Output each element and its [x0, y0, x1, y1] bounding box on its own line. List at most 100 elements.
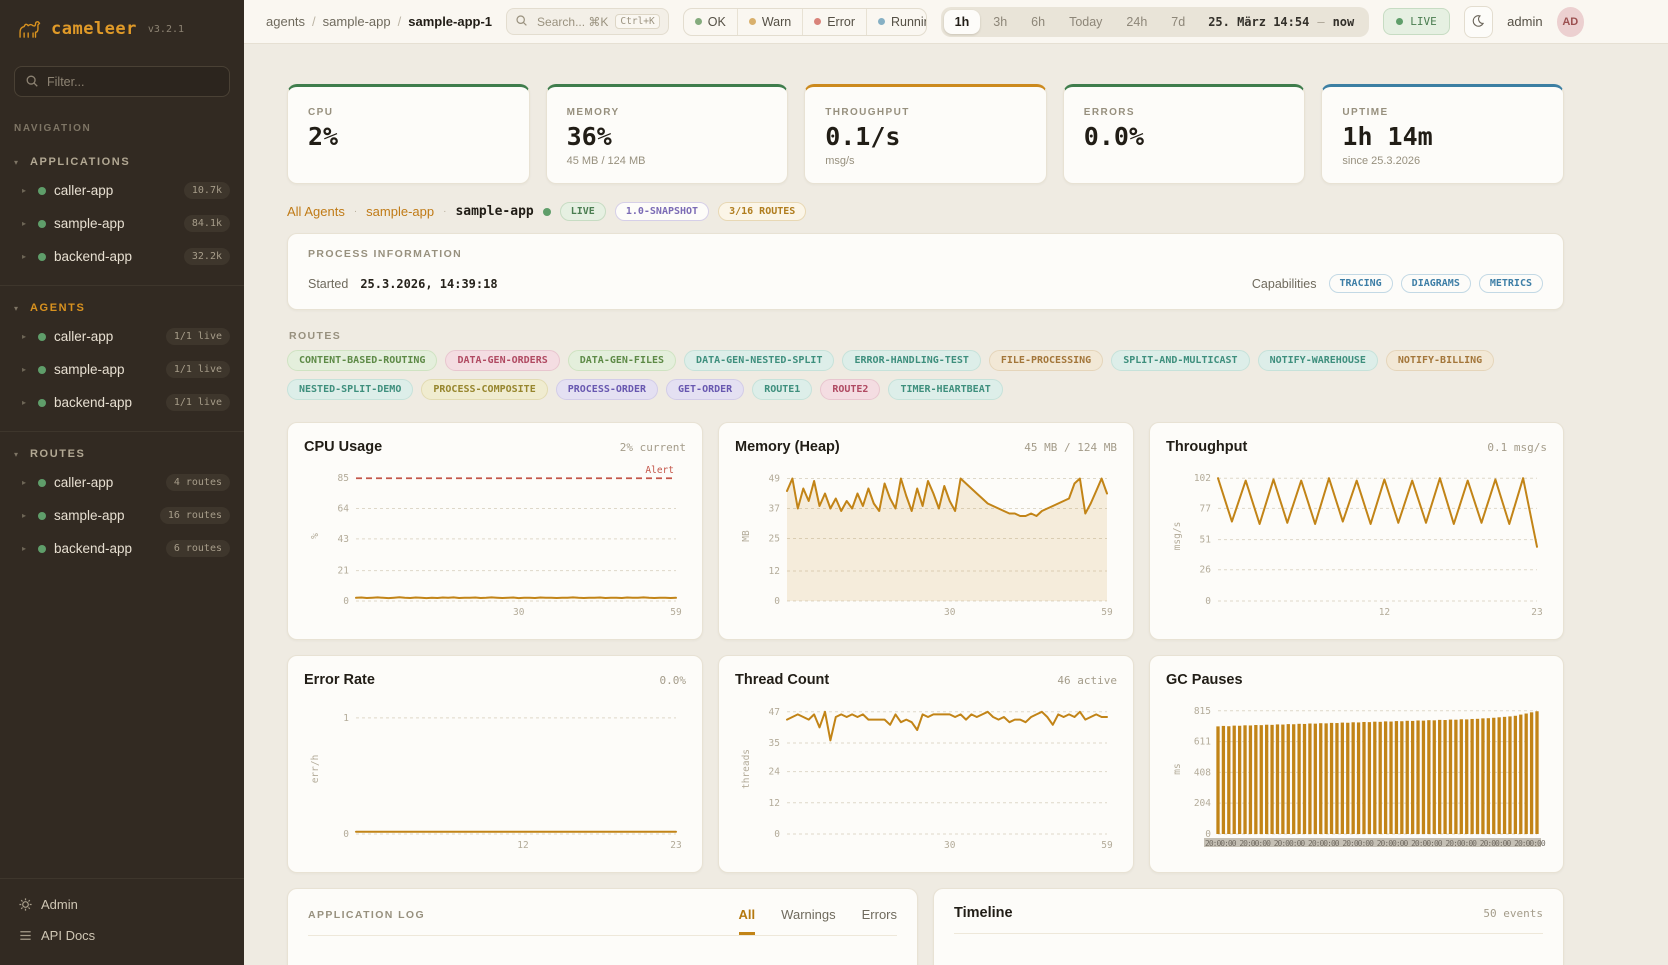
- memory-heap-chart: 0 12 25 37 49 MB 30 59: [735, 461, 1117, 621]
- search-box[interactable]: Search... ⌘K Ctrl+K: [506, 8, 669, 35]
- agent-status-dot: [542, 207, 551, 216]
- time-range-today[interactable]: Today: [1069, 14, 1103, 29]
- chart-meta: 46 active: [1057, 674, 1117, 687]
- warn-dot-icon: [748, 18, 756, 25]
- time-range-3h[interactable]: 3h: [993, 14, 1008, 29]
- date-range[interactable]: 25. März 14:54 — now: [1198, 15, 1366, 29]
- chart-title: Thread Count: [735, 672, 830, 688]
- stat-card-uptime[interactable]: UPTIME 1h 14m since 25.3.2026: [1321, 84, 1564, 184]
- chart-card-throughput: Throughput 0.1 msg/s 0 26 51 77 102 msg/s 12 23: [1149, 422, 1564, 640]
- stat-card-cpu[interactable]: CPU 2%: [287, 84, 530, 184]
- sidebar-item-admin[interactable]: Admin: [0, 889, 244, 920]
- nav-group-header-agents[interactable]: ▾ AGENTS: [14, 302, 86, 314]
- theme-toggle-button[interactable]: [1463, 5, 1494, 38]
- route-badge[interactable]: ROUTE1: [752, 379, 813, 400]
- time-range-group: 1h 3h 6h Today 24h 7d 25. März 14:54 — n…: [940, 6, 1370, 37]
- timeline-card: Timeline 50 events: [933, 888, 1564, 965]
- sidebar-item-backend-app[interactable]: ▸ backend-app 32.2k: [0, 240, 244, 273]
- agent-app-link[interactable]: sample-app: [366, 204, 435, 219]
- brand[interactable]: cameleer v3.2.1: [0, 0, 244, 56]
- chart-meta: 0.1 msg/s: [1487, 441, 1547, 454]
- route-badges: CONTENT-BASED-ROUTING DATA-GEN-ORDERS DATA…: [287, 350, 1564, 400]
- svg-text:59: 59: [670, 607, 682, 618]
- time-range-7d[interactable]: 7d: [1171, 14, 1186, 29]
- filter-input[interactable]: [47, 74, 219, 89]
- timeline-title: Timeline: [954, 905, 1013, 921]
- route-badge[interactable]: DATA-GEN-FILES: [567, 350, 677, 371]
- time-range-1h[interactable]: 1h: [943, 9, 981, 34]
- svg-text:25: 25: [769, 534, 780, 545]
- topbar: agents / sample-app / sample-app-1 Searc…: [244, 0, 1668, 44]
- sidebar-item-routes-sample-app[interactable]: ▸ sample-app 16 routes: [0, 499, 244, 532]
- status-filter-group: OK Warn Error Running: [682, 7, 927, 36]
- status-filter-ok[interactable]: OK: [684, 9, 737, 35]
- svg-text:0: 0: [343, 829, 349, 840]
- route-badge[interactable]: DATA-GEN-NESTED-SPLIT: [684, 350, 835, 371]
- route-badge[interactable]: NOTIFY-WAREHOUSE: [1257, 350, 1378, 371]
- route-badge[interactable]: ERROR-HANDLING-TEST: [842, 350, 981, 371]
- chevron-right-icon: ▸: [22, 478, 27, 487]
- agent-separator: ·: [443, 206, 447, 217]
- live-badge: 1/1 live: [165, 394, 230, 411]
- routes-title: ROUTES: [289, 330, 342, 342]
- svg-text:408: 408: [1194, 767, 1211, 778]
- sidebar-item-agent-backend-app[interactable]: ▸ backend-app 1/1 live: [0, 386, 244, 419]
- sidebar-item-agent-sample-app[interactable]: ▸ sample-app 1/1 live: [0, 353, 244, 386]
- count-badge: 10.7k: [183, 182, 230, 199]
- breadcrumb-item[interactable]: agents: [266, 14, 306, 29]
- stat-card-throughput[interactable]: THROUGHPUT 0.1/s msg/s: [804, 84, 1047, 184]
- svg-text:0: 0: [343, 596, 349, 607]
- route-badge[interactable]: NOTIFY-BILLING: [1385, 350, 1495, 371]
- tab-all[interactable]: All: [738, 907, 756, 935]
- stat-card-memory[interactable]: MEMORY 36% 45 MB / 124 MB: [545, 84, 789, 184]
- route-badge[interactable]: ROUTE2: [820, 379, 881, 400]
- svg-text:815: 815: [1194, 706, 1211, 717]
- route-badge[interactable]: TIMER-HEARTBEAT: [888, 379, 1003, 400]
- svg-text:30: 30: [944, 840, 956, 851]
- status-filter-error[interactable]: Error: [802, 8, 866, 35]
- route-badge[interactable]: PROCESS-ORDER: [555, 379, 658, 400]
- tab-errors[interactable]: Errors: [861, 907, 897, 922]
- all-agents-link[interactable]: All Agents: [287, 204, 345, 219]
- nav-group-header-applications[interactable]: ▾ APPLICATIONS: [14, 156, 131, 168]
- svg-text:24: 24: [769, 767, 781, 778]
- route-badge[interactable]: CONTENT-BASED-ROUTING: [287, 350, 438, 371]
- chevron-down-icon: ▾: [14, 449, 19, 459]
- svg-text:23: 23: [670, 840, 681, 851]
- status-filter-warn[interactable]: Warn: [736, 8, 802, 35]
- live-badge: 1/1 live: [165, 328, 230, 345]
- live-dot-icon: [1396, 18, 1404, 25]
- sidebar-item-sample-app[interactable]: ▸ sample-app 84.1k: [0, 207, 244, 240]
- live-indicator[interactable]: LIVE: [1383, 8, 1450, 35]
- breadcrumb: agents / sample-app / sample-app-1: [266, 14, 492, 29]
- status-dot: [38, 252, 46, 261]
- svg-text:204: 204: [1194, 798, 1211, 809]
- gc-pauses-chart: 0 204 408 611 815 ms 20:00:00 20:00:00 20:00:0…: [1166, 694, 1668, 854]
- nav-group-routes: ▾ ROUTES ▸ caller-app 4 routes ▸ sample-…: [0, 431, 244, 577]
- route-badge[interactable]: NESTED-SPLIT-DEMO: [287, 379, 414, 400]
- sidebar-filter[interactable]: [14, 66, 230, 97]
- tab-warnings[interactable]: Warnings: [781, 907, 836, 922]
- time-range-6h[interactable]: 6h: [1031, 14, 1046, 29]
- time-range-24h[interactable]: 24h: [1126, 14, 1148, 29]
- sidebar-item-caller-app[interactable]: ▸ caller-app 10.7k: [0, 174, 244, 207]
- avatar[interactable]: AD: [1556, 6, 1584, 37]
- sidebar-item-agent-caller-app[interactable]: ▸ caller-app 1/1 live: [0, 320, 244, 353]
- route-badge[interactable]: PROCESS-COMPOSITE: [421, 379, 548, 400]
- nav-group-header-routes[interactable]: ▾ ROUTES: [14, 448, 86, 460]
- sidebar-item-routes-backend-app[interactable]: ▸ backend-app 6 routes: [0, 532, 244, 565]
- breadcrumb-item[interactable]: sample-app: [322, 14, 391, 29]
- route-badge[interactable]: DATA-GEN-ORDERS: [445, 350, 560, 371]
- svg-text:59: 59: [1101, 840, 1113, 851]
- sidebar-item-routes-caller-app[interactable]: ▸ caller-app 4 routes: [0, 466, 244, 499]
- status-filter-running[interactable]: Running: [866, 8, 926, 35]
- sidebar-item-api-docs[interactable]: API Docs: [0, 920, 244, 951]
- route-badge[interactable]: FILE-PROCESSING: [988, 350, 1104, 371]
- stat-card-errors[interactable]: ERRORS 0.0%: [1062, 84, 1306, 184]
- svg-text:0: 0: [774, 829, 780, 840]
- error-rate-chart: 0 1 err/h 12 23: [304, 694, 686, 854]
- status-dot: [38, 332, 46, 341]
- route-badge[interactable]: SPLIT-AND-MULTICAST: [1111, 350, 1250, 371]
- route-badge[interactable]: GET-ORDER: [666, 379, 745, 400]
- status-dot: [38, 511, 46, 520]
